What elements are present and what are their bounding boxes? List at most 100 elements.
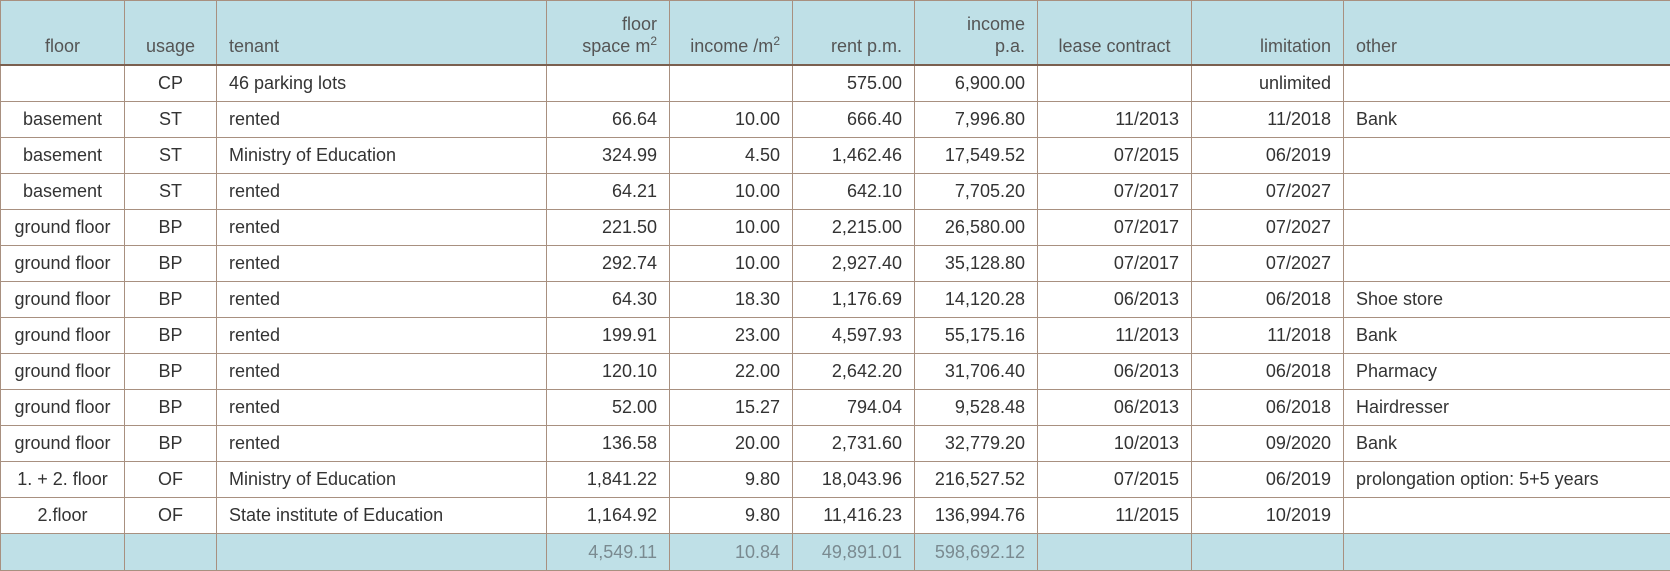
cell-income-per-m2: 4.50 — [670, 138, 793, 174]
cell-other: Hairdresser — [1344, 390, 1670, 426]
cell-limitation: 06/2018 — [1192, 282, 1344, 318]
cell-lease-contract: 11/2015 — [1038, 498, 1192, 534]
totals-floor — [1, 534, 125, 571]
cell-floor-space: 292.74 — [547, 246, 670, 282]
cell-floor-space: 64.21 — [547, 174, 670, 210]
cell-income-pa: 216,527.52 — [915, 462, 1038, 498]
cell-income-pa: 9,528.48 — [915, 390, 1038, 426]
cell-floor — [1, 65, 125, 102]
cell-rent-pm: 794.04 — [793, 390, 915, 426]
cell-limitation: 09/2020 — [1192, 426, 1344, 462]
cell-lease-contract: 07/2017 — [1038, 174, 1192, 210]
cell-other: Bank — [1344, 102, 1670, 138]
cell-floor-space: 199.91 — [547, 318, 670, 354]
cell-limitation: 07/2027 — [1192, 246, 1344, 282]
cell-limitation: 06/2018 — [1192, 390, 1344, 426]
cell-other — [1344, 65, 1670, 102]
cell-income-per-m2: 22.00 — [670, 354, 793, 390]
cell-floor: ground floor — [1, 390, 125, 426]
cell-floor-space: 1,841.22 — [547, 462, 670, 498]
cell-income-pa: 14,120.28 — [915, 282, 1038, 318]
cell-tenant: rented — [217, 318, 547, 354]
cell-usage: BP — [125, 210, 217, 246]
cell-lease-contract: 06/2013 — [1038, 282, 1192, 318]
cell-lease-contract: 07/2015 — [1038, 462, 1192, 498]
cell-lease-contract — [1038, 65, 1192, 102]
cell-other — [1344, 498, 1670, 534]
col-header-tenant: tenant — [217, 1, 547, 66]
totals-lease — [1038, 534, 1192, 571]
cell-rent-pm: 642.10 — [793, 174, 915, 210]
cell-tenant: rented — [217, 390, 547, 426]
cell-limitation: 10/2019 — [1192, 498, 1344, 534]
col-header-limitation: limitation — [1192, 1, 1344, 66]
cell-rent-pm: 4,597.93 — [793, 318, 915, 354]
total-floor-space: 4,549.11 — [547, 534, 670, 571]
cell-income-per-m2: 10.00 — [670, 246, 793, 282]
totals-row: 4,549.11 10.84 49,891.01 598,692.12 — [1, 534, 1670, 571]
cell-tenant: rented — [217, 282, 547, 318]
cell-floor: 1. + 2. floor — [1, 462, 125, 498]
cell-usage: BP — [125, 318, 217, 354]
col-header-other: other — [1344, 1, 1670, 66]
cell-income-per-m2: 18.30 — [670, 282, 793, 318]
cell-tenant: Ministry of Education — [217, 138, 547, 174]
cell-lease-contract: 11/2013 — [1038, 102, 1192, 138]
cell-tenant: 46 parking lots — [217, 65, 547, 102]
cell-tenant: rented — [217, 210, 547, 246]
cell-limitation: 06/2018 — [1192, 354, 1344, 390]
cell-floor: ground floor — [1, 318, 125, 354]
cell-usage: ST — [125, 102, 217, 138]
cell-rent-pm: 666.40 — [793, 102, 915, 138]
cell-floor-space: 64.30 — [547, 282, 670, 318]
cell-floor-space: 66.64 — [547, 102, 670, 138]
cell-floor: basement — [1, 174, 125, 210]
cell-other — [1344, 246, 1670, 282]
cell-rent-pm: 11,416.23 — [793, 498, 915, 534]
cell-lease-contract: 07/2017 — [1038, 210, 1192, 246]
cell-lease-contract: 06/2013 — [1038, 354, 1192, 390]
cell-floor: basement — [1, 138, 125, 174]
cell-tenant: rented — [217, 354, 547, 390]
col-header-rent-pm: rent p.m. — [793, 1, 915, 66]
cell-tenant: rented — [217, 426, 547, 462]
cell-tenant: rented — [217, 102, 547, 138]
cell-floor: ground floor — [1, 282, 125, 318]
cell-floor-space: 221.50 — [547, 210, 670, 246]
cell-income-per-m2: 10.00 — [670, 102, 793, 138]
cell-tenant: State institute of Education — [217, 498, 547, 534]
cell-tenant: rented — [217, 246, 547, 282]
cell-floor-space: 136.58 — [547, 426, 670, 462]
cell-other: Shoe store — [1344, 282, 1670, 318]
cell-rent-pm: 2,215.00 — [793, 210, 915, 246]
total-income-pa: 598,692.12 — [915, 534, 1038, 571]
cell-lease-contract: 10/2013 — [1038, 426, 1192, 462]
totals-usage — [125, 534, 217, 571]
cell-usage: BP — [125, 282, 217, 318]
cell-income-per-m2: 20.00 — [670, 426, 793, 462]
cell-floor-space: 120.10 — [547, 354, 670, 390]
cell-income-pa: 7,996.80 — [915, 102, 1038, 138]
cell-limitation: 11/2018 — [1192, 102, 1344, 138]
cell-rent-pm: 1,176.69 — [793, 282, 915, 318]
cell-income-per-m2: 9.80 — [670, 498, 793, 534]
cell-limitation: 07/2027 — [1192, 174, 1344, 210]
cell-other: Bank — [1344, 426, 1670, 462]
cell-rent-pm: 2,731.60 — [793, 426, 915, 462]
cell-other — [1344, 138, 1670, 174]
cell-lease-contract: 06/2013 — [1038, 390, 1192, 426]
cell-usage: BP — [125, 354, 217, 390]
cell-usage: CP — [125, 65, 217, 102]
cell-income-pa: 31,706.40 — [915, 354, 1038, 390]
cell-usage: BP — [125, 246, 217, 282]
cell-floor: 2.floor — [1, 498, 125, 534]
